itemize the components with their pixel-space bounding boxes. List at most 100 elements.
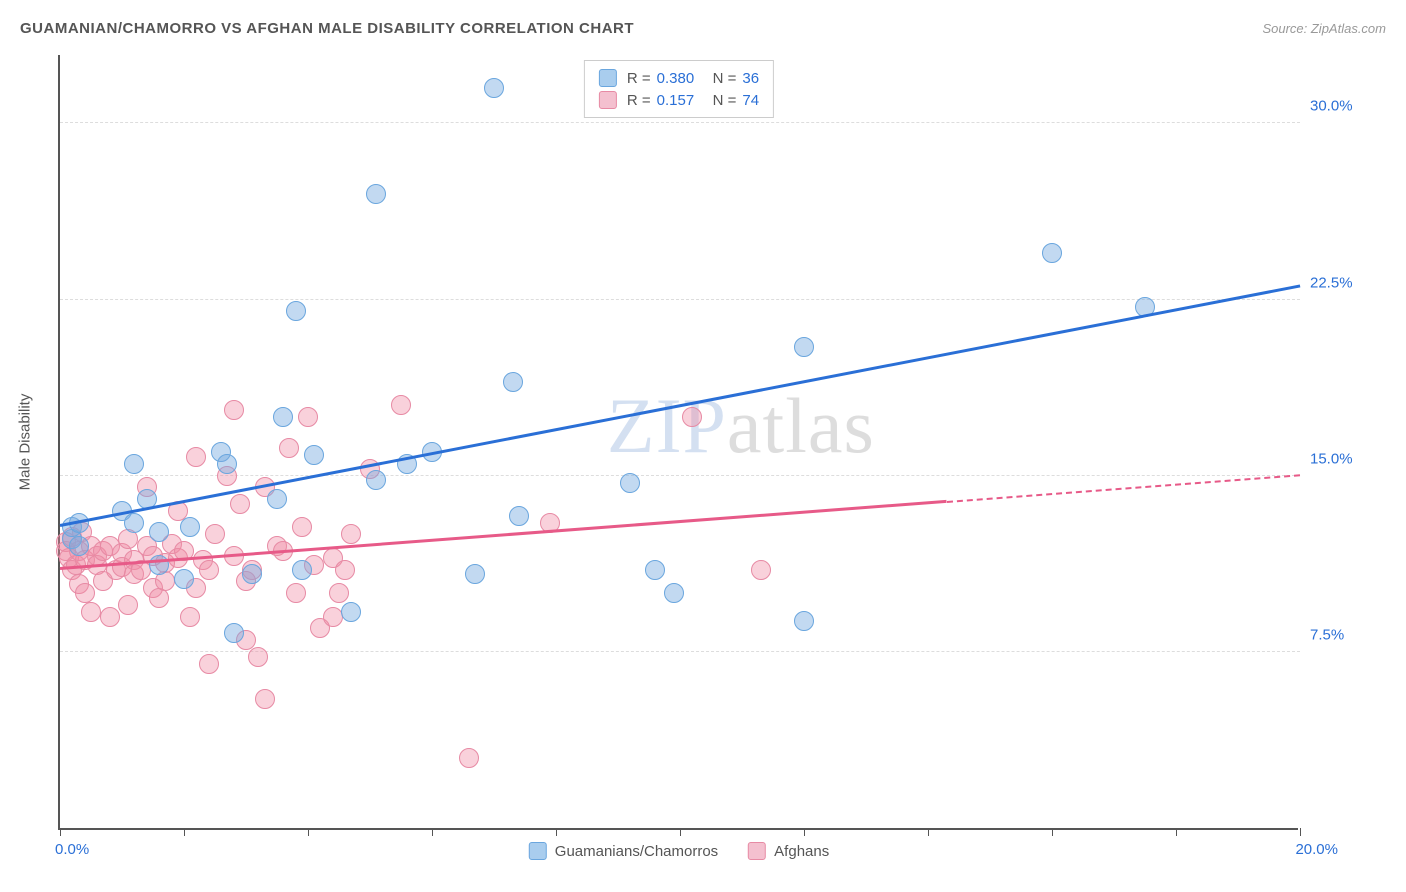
y-tick-label: 15.0% [1310,450,1353,467]
chart-title: GUAMANIAN/CHAMORRO VS AFGHAN MALE DISABI… [20,20,634,37]
scatter-point [224,623,244,643]
n-value: 36 [742,70,759,87]
scatter-point [242,564,262,584]
scatter-point [391,395,411,415]
scatter-point [149,522,169,542]
x-tick [1176,828,1177,836]
scatter-point [292,517,312,537]
bottom-legend: Guamanians/Chamorros Afghans [529,842,829,860]
x-tick [928,828,929,836]
scatter-point [484,78,504,98]
scatter-point [255,689,275,709]
scatter-point [100,607,120,627]
gridline [60,299,1300,300]
legend-label: Guamanians/Chamorros [555,843,718,860]
scatter-point [174,569,194,589]
scatter-point [279,438,299,458]
scatter-point [180,607,200,627]
scatter-point [199,560,219,580]
scatter-point [794,337,814,357]
scatter-point [186,447,206,467]
n-label: N = [713,70,737,87]
trend-line [60,285,1301,527]
y-tick-label: 7.5% [1310,626,1344,643]
x-tick [432,828,433,836]
y-tick-label: 30.0% [1310,98,1353,115]
scatter-point [1042,243,1062,263]
r-label: R = [627,70,651,87]
scatter-point [794,611,814,631]
scatter-point [298,407,318,427]
scatter-point [199,654,219,674]
scatter-point [224,400,244,420]
scatter-point [124,513,144,533]
r-value: 0.380 [657,70,707,87]
scatter-point [509,506,529,526]
scatter-point [273,407,293,427]
scatter-point [267,489,287,509]
scatter-point [366,184,386,204]
source-value: ZipAtlas.com [1311,21,1386,36]
gridline [60,651,1300,652]
r-label: R = [627,92,651,109]
scatter-plot-area: Male Disability ZIPatlas R =0.380N =36R … [58,55,1298,830]
scatter-point [664,583,684,603]
source-label: Source: [1262,21,1310,36]
x-tick [184,828,185,836]
x-tick [60,828,61,836]
legend-item: Guamanians/Chamorros [529,842,718,860]
r-value: 0.157 [657,92,707,109]
stats-row: R = 0.380 N = 36 [599,67,759,89]
gridline [60,122,1300,123]
legend-label: Afghans [774,843,829,860]
x-tick [308,828,309,836]
scatter-point [465,564,485,584]
scatter-point [341,524,361,544]
scatter-point [69,536,89,556]
scatter-point [341,602,361,622]
scatter-point [620,473,640,493]
scatter-point [682,407,702,427]
stats-swatch [599,91,617,109]
x-tick [680,828,681,836]
scatter-point [335,560,355,580]
x-axis-max-label: 20.0% [1295,841,1338,858]
scatter-point [459,748,479,768]
n-label: N = [713,92,737,109]
scatter-point [124,454,144,474]
trend-line [947,474,1301,503]
source-attribution: Source: ZipAtlas.com [1262,21,1386,36]
chart-container: Male Disability ZIPatlas R =0.380N =36R … [58,55,1368,830]
scatter-point [205,524,225,544]
scatter-point [81,602,101,622]
scatter-point [751,560,771,580]
scatter-point [323,607,343,627]
x-tick [556,828,557,836]
stats-text: R = 0.157 N = 74 [627,92,759,109]
x-axis-min-label: 0.0% [55,841,89,858]
scatter-point [75,583,95,603]
stats-swatch [599,69,617,87]
stats-text: R = 0.380 N = 36 [627,70,759,87]
y-tick-label: 22.5% [1310,274,1353,291]
legend-swatch [529,842,547,860]
scatter-point [286,301,306,321]
scatter-point [230,494,250,514]
scatter-point [329,583,349,603]
scatter-point [217,454,237,474]
watermark-part1: ZIP [607,382,727,469]
x-tick [804,828,805,836]
x-tick [1052,828,1053,836]
scatter-point [645,560,665,580]
scatter-point [366,470,386,490]
x-tick [1300,828,1301,836]
stats-legend-box: R = 0.380 N = 36 R = 0.157 N = 74 [584,60,774,118]
legend-item: Afghans [748,842,829,860]
scatter-point [503,372,523,392]
n-value: 74 [742,92,759,109]
scatter-point [286,583,306,603]
legend-swatch [748,842,766,860]
stats-row: R = 0.157 N = 74 [599,89,759,111]
scatter-point [292,560,312,580]
watermark-part2: atlas [727,382,875,469]
